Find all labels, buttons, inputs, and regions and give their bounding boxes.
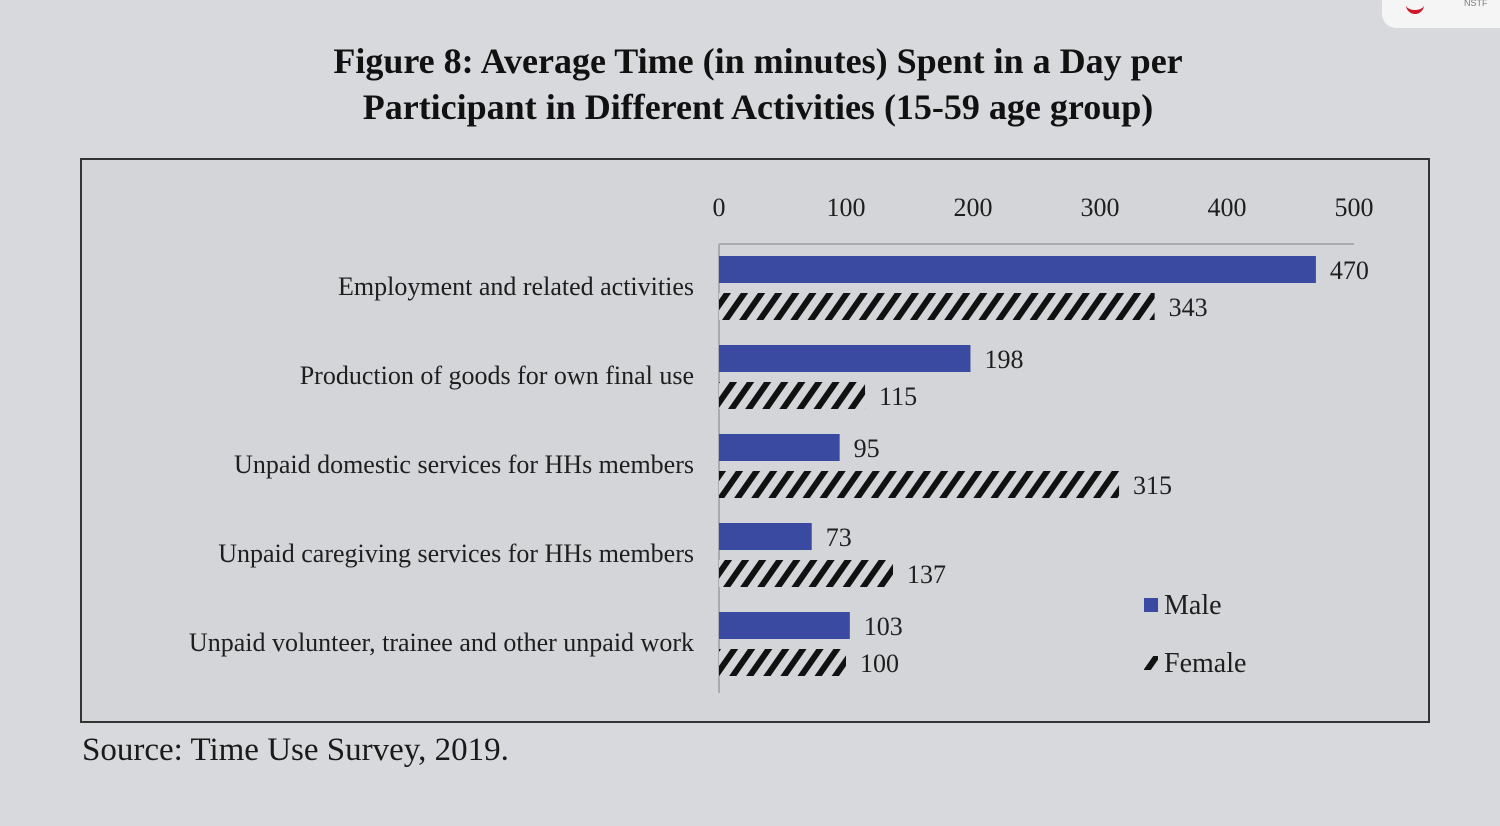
title-line-2: Participant in Different Activities (15-…: [362, 87, 1154, 127]
male-bar: [719, 523, 812, 550]
x-tick-label: 500: [1335, 193, 1374, 222]
legend-swatch-female: [1144, 656, 1158, 670]
male-value-label: 470: [1330, 256, 1369, 285]
female-bar: [719, 293, 1155, 320]
chart-frame: 0 100 200 300 400 500 Employment and related …: [80, 158, 1430, 723]
legend-label-female: Female: [1164, 648, 1246, 679]
male-bar: [719, 256, 1316, 283]
category-label: Production of goods for own final use: [300, 361, 694, 390]
x-tick-label: 300: [1081, 193, 1120, 222]
source-note: Source: Time Use Survey, 2019.: [82, 732, 509, 768]
category-label: Unpaid domestic services for HHs members: [234, 450, 694, 479]
logo-text: NSTF: [1464, 0, 1488, 8]
female-bar: [719, 649, 846, 676]
female-value-label: 315: [1133, 471, 1172, 500]
male-value-label: 73: [826, 523, 852, 552]
male-bar: [719, 345, 971, 372]
legend-label-male: Male: [1164, 590, 1222, 621]
female-bar: [719, 560, 893, 587]
category-label: Employment and related activities: [338, 272, 694, 301]
female-value-label: 115: [879, 382, 917, 411]
page-title: Figure 8: Average Time (in minutes) Spen…: [0, 38, 1500, 130]
female-value-label: 100: [860, 649, 899, 678]
logo-mark-icon: [1406, 0, 1424, 14]
male-value-label: 95: [854, 434, 880, 463]
x-tick-label: 0: [713, 193, 726, 222]
x-tick-label: 200: [954, 193, 993, 222]
female-value-label: 137: [907, 560, 946, 589]
male-bar: [719, 612, 850, 639]
female-bar: [719, 471, 1120, 498]
category-label: Unpaid volunteer, trainee and other unpa…: [189, 628, 694, 657]
bar-chart: 0 100 200 300 400 500 Employment and related …: [189, 193, 1374, 693]
title-line-1: Figure 8: Average Time (in minutes) Spen…: [333, 41, 1183, 81]
male-bar: [719, 434, 840, 461]
x-tick-label: 400: [1208, 193, 1247, 222]
male-value-label: 198: [984, 345, 1023, 374]
x-tick-label: 100: [827, 193, 866, 222]
legend-swatch-male: [1144, 598, 1158, 612]
female-bar: [719, 382, 866, 409]
female-value-label: 343: [1169, 293, 1208, 322]
corner-logo: NSTF: [1382, 0, 1500, 28]
category-label: Unpaid caregiving services for HHs membe…: [218, 539, 694, 568]
male-value-label: 103: [864, 612, 903, 641]
